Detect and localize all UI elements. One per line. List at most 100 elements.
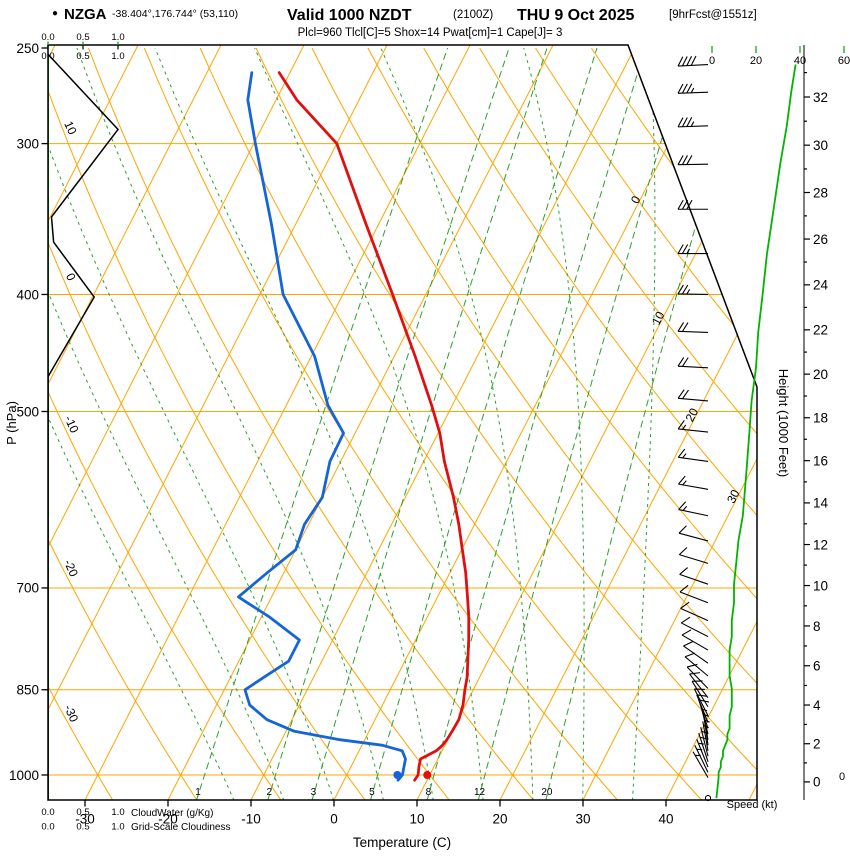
wind-barb-feather [690, 55, 697, 66]
cloudiness-scale-top-label: 0.0 [41, 51, 54, 62]
wind-barb-feather [684, 652, 696, 658]
moist-adiabat-line [154, 47, 434, 800]
wind-barb-feather [677, 83, 684, 94]
wind-barb-half-feather [682, 480, 687, 486]
sounding-profile-layer [237, 71, 471, 782]
wind-barb-feather [680, 601, 690, 609]
mixing-ratio-label: 20 [541, 787, 553, 798]
wind-barb-feather [686, 199, 693, 210]
dry-adiabat-line [88, 47, 535, 800]
wind-barb-feather [681, 117, 688, 127]
wind-barb-feather [678, 547, 688, 556]
wind-barb-feather [681, 629, 692, 636]
height-tick-label: 26 [813, 232, 828, 247]
wind-barb-feather [679, 584, 689, 593]
wind-barb-feather [677, 322, 685, 332]
cloudiness-scale-bottom-label: 0.0 [41, 822, 54, 833]
wind-barb-feather [686, 155, 693, 165]
speed-axis-edge-zero: 0 [839, 771, 845, 783]
isotherm-line [499, 45, 757, 800]
isotherm-label: 30 [724, 487, 743, 506]
pressure-tick-label: 500 [16, 404, 39, 419]
wind-barb-feather [683, 641, 694, 647]
dry-adiabat-line [48, 47, 114, 800]
cloudwater-scale-top-label: 1.0 [111, 32, 124, 43]
dry-adiabat-line [255, 47, 757, 800]
temperature-tick-label: 10 [409, 812, 424, 827]
wind-barb-half-feather [686, 289, 691, 295]
wind-barb-feather [677, 155, 684, 165]
height-tick-label: 2 [813, 737, 821, 752]
isotherm-line [748, 45, 757, 800]
wind-barb-feather [679, 567, 688, 575]
valid-time-label: Valid 1000 NZDT [287, 7, 412, 24]
cloudwater-scale-bottom-label: 1.0 [111, 807, 124, 818]
wind-barb-layer [677, 55, 712, 802]
wind-barb-half-feather [690, 121, 695, 127]
height-tick-label: 4 [813, 698, 821, 713]
height-tick-label: 14 [813, 496, 829, 511]
wind-barb-feather [677, 420, 685, 430]
height-tick-label: 30 [813, 138, 828, 153]
valid-date-label: THU 9 Oct 2025 [517, 7, 634, 24]
surface-dewpoint-dot [393, 770, 402, 779]
moist-adiabat-line [48, 47, 235, 800]
dry-adiabat-label: -20 [61, 557, 81, 579]
wind-barb-feather [678, 475, 686, 485]
cloudiness-scale-top-label: 1.0 [111, 51, 124, 62]
wind-barb-feather [681, 284, 689, 295]
height-tick-label: 18 [813, 411, 828, 426]
pressure-tick-label: 850 [16, 683, 39, 698]
pressure-tick-label: 1000 [9, 768, 39, 783]
mixing-ratio-label: 2 [267, 787, 273, 798]
moist-adiabat-line [632, 47, 656, 800]
wind-barb-staff [689, 673, 709, 699]
wind-barb-feather [677, 244, 684, 254]
pressure-tick-label: 700 [16, 581, 39, 596]
calm-wind-icon [704, 794, 712, 802]
speed-axis-title: Speed (kt) [727, 799, 778, 811]
pressure-axis-title: P (hPa) [4, 401, 19, 445]
wind-barb-feather [677, 389, 685, 399]
wind-barb-half-feather [690, 87, 695, 94]
wind-barb-staff [683, 645, 709, 664]
dry-adiabat-line [48, 47, 366, 800]
isotherm-line [582, 45, 757, 800]
stability-params-line: Plcl=960 Tlcl[C]=5 Shox=14 Pwat[cm]=1 Ca… [298, 27, 563, 39]
dry-adiabat-label: -10 [62, 414, 82, 436]
wind-barb-feather [682, 389, 689, 399]
mixing-ratio-line [477, 47, 690, 800]
wind-barb-feather [677, 284, 684, 295]
height-tick-label: 20 [813, 367, 828, 382]
forecast-hour-label: [9hrFcst@1551z] [669, 9, 757, 21]
dewpoint-curve [237, 71, 407, 782]
cloudwater-scale-bottom-label: 0.5 [76, 807, 89, 818]
height-tick-label: 16 [813, 453, 828, 468]
wind-barb-staff [679, 554, 709, 564]
cloudiness-scale-title: Grid-Scale Cloudiness [131, 822, 231, 833]
plot-border [47, 44, 758, 801]
wind-barb-half-feather [682, 453, 687, 459]
cloudwater-scale-top-label: 0.5 [76, 32, 89, 43]
wind-barb-staff [686, 666, 709, 689]
wind-barb-feather [681, 357, 689, 367]
mixing-ratio-line [311, 47, 548, 800]
height-tick-label: 22 [813, 323, 828, 338]
dry-adiabat-line [423, 47, 757, 800]
dry-adiabat-line [199, 47, 703, 800]
wind-barb-feather [681, 56, 688, 67]
dry-adiabat-line [590, 47, 757, 800]
cloud-profile-layer [48, 53, 119, 800]
wind-barb-feather [677, 448, 686, 458]
cloudwater-scale-bottom-label: 0.0 [41, 807, 54, 818]
pressure-tick-label: 300 [16, 136, 39, 151]
isotherm-label: 0 [628, 193, 644, 206]
temperature-curve [277, 71, 471, 782]
height-tick-label: 32 [813, 90, 828, 105]
mixing-ratio-label: 12 [474, 787, 486, 798]
isotherm-line [167, 45, 554, 800]
wind-barb-feather [677, 357, 685, 367]
height-tick-label: 10 [813, 578, 828, 593]
